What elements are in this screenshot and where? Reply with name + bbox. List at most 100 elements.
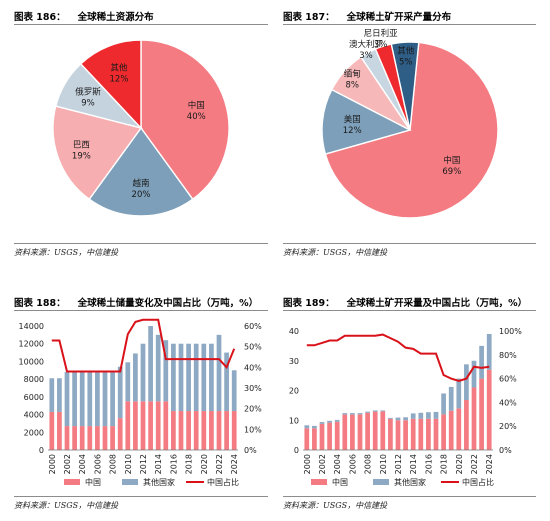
x-tick-label: 2020 [455,454,464,474]
bar-china [464,400,469,450]
combo-chart-mining: 0 10 20 30 40 0% 20% 40% 60% 80% 100% 2000 2002 2004 2… [289,327,522,487]
bar-china [380,411,386,450]
bar-other [441,393,446,415]
y2-tick-label: 50% [244,343,262,352]
x-tick-label: 2024 [230,454,239,474]
bar-other [64,372,70,427]
y-tick-label: 10000 [19,357,44,366]
bar-other [231,370,237,412]
bar-other [125,362,131,402]
pie-slice-name: 其他 [110,62,128,73]
bar-other [155,334,161,402]
bar-other [372,410,378,412]
bar-other [95,372,100,427]
bar-other [312,425,317,429]
y-tick-label: 6000 [24,393,44,402]
source-divider [283,496,536,497]
y-tick-label: 12000 [19,340,44,349]
x-tick-label: 2010 [124,454,133,474]
x-tick-label: 2006 [348,454,357,474]
title-divider [283,310,536,311]
x-tick-label: 2014 [154,454,163,474]
y2-tick-label: 40% [244,363,262,372]
bar-other [479,345,484,379]
bar-china [486,369,492,450]
bar-china [350,414,355,450]
y2-tick-label: 60% [499,375,517,384]
bar-china [79,426,85,450]
pie-slice-1 [321,88,412,155]
bar-china [448,410,454,450]
bar-other [117,366,123,419]
bar-other [201,343,207,412]
source-divider [14,243,268,244]
pie-slice-name: 其他 [397,45,415,56]
bar-china [148,401,153,450]
bar-china [171,411,176,450]
title-divider [14,310,268,311]
bar-china [72,426,77,450]
bar-other [140,343,146,402]
y2-tick-label: 10% [244,425,262,434]
bar-other [403,417,408,421]
legend-swatch [373,479,389,485]
pie-slice-name: 尼日利亚 [364,28,399,39]
pie-slice-value: 20% [132,190,151,200]
bar-other [486,333,492,370]
bar-other [209,343,214,412]
panel-title: 图表 187： 全球稀土矿开采产量分布 [283,12,452,23]
pie-slice-name: 缅甸 [344,68,361,79]
pie-slice-value: 3% [359,51,373,61]
pie-slice-name: 越南 [132,178,149,189]
bar-other [357,413,363,415]
legend-swatch [311,479,327,485]
bar-other [342,413,348,415]
x-tick-label: 2008 [109,454,118,474]
bar-other [133,353,138,402]
bar-china [64,426,70,450]
line-china-share [51,318,236,373]
y-tick-label: 40 [289,327,299,336]
combo-chart-reserves: 0 2000 4000 6000 8000 10000 12000 14000 0% 10% 20%… [19,318,262,487]
pie-slice-4 [79,39,142,130]
bar-china [471,387,477,450]
bar-china [178,411,184,450]
bar-china [395,420,401,450]
pie-slice-value: 69% [442,167,461,177]
legend-swatch [64,479,80,485]
y2-tick-label: 100% [499,327,522,336]
line-china-share [306,333,490,383]
bar-china [95,426,100,450]
bar-china [125,401,131,450]
bar-china [49,411,55,450]
panel-title: 图表 188： 全球稀土储量变化及中国占比（万吨，%） [14,298,259,309]
bar-other [418,412,424,419]
pie-slice-name: 俄罗斯 [75,87,101,98]
bar-china [117,418,123,450]
bar-china [110,426,115,450]
source-note: 资料来源：USGS，中信建投 [283,248,388,257]
legend-label: 其他国家 [394,477,426,487]
bar-china [140,401,146,450]
source-note: 资料来源：USGS，中信建投 [14,501,119,510]
x-tick-label: 2022 [215,454,224,474]
bar-china [372,411,378,450]
y2-tick-label: 60% [244,322,262,331]
bar-china [365,412,370,450]
y-tick-label: 0 [294,446,299,455]
bar-other [471,360,477,388]
pie-slice-value: 40% [187,112,206,122]
x-tick-label: 2008 [364,454,373,474]
y-tick-label: 4000 [24,411,44,420]
bar-other [319,422,325,424]
pie-slice-value: 8% [345,80,359,90]
legend-label: 中国占比 [207,477,239,487]
bar-other [380,410,386,412]
bar-other [178,343,184,412]
y-tick-label: 0 [39,446,44,455]
bar-other [148,326,153,402]
source-divider [14,496,268,497]
bar-china [209,411,214,450]
